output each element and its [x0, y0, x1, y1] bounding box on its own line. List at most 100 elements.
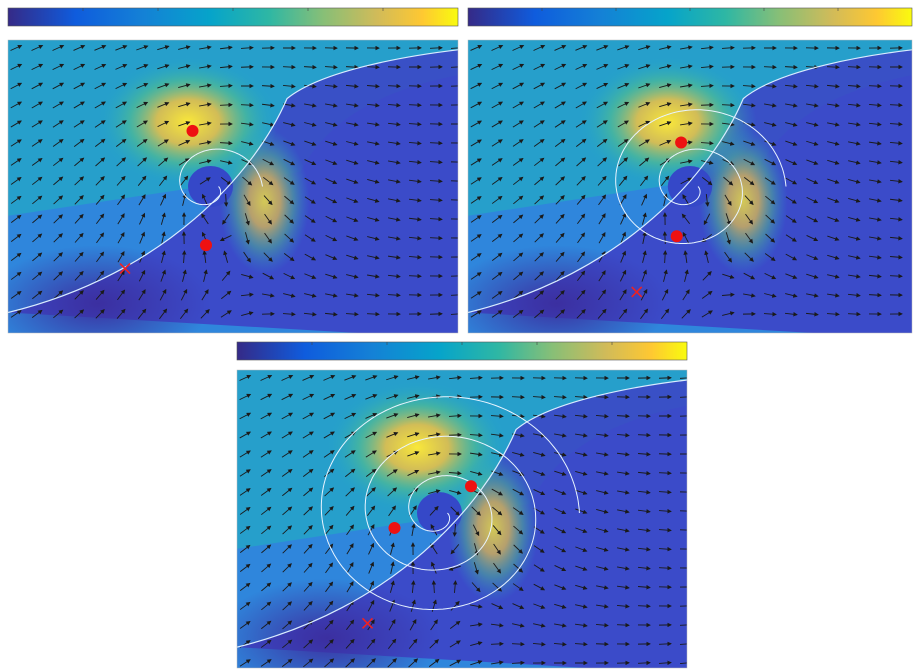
- arrow: [534, 176, 545, 186]
- arrow: [261, 544, 272, 554]
- arrow: [785, 177, 798, 185]
- arrow: [617, 509, 630, 514]
- arrow: [743, 140, 756, 146]
- arrow: [637, 471, 651, 476]
- arrow: [116, 308, 126, 319]
- arrow: [430, 523, 438, 536]
- arrow: [637, 660, 651, 666]
- arrow: [219, 235, 232, 242]
- arrow: [575, 604, 588, 609]
- arrow: [490, 413, 504, 419]
- arrow: [554, 526, 567, 534]
- arrow: [367, 255, 380, 260]
- arrow: [182, 269, 187, 282]
- arrow: [157, 45, 170, 51]
- arrow: [52, 63, 65, 71]
- arrow: [219, 102, 233, 108]
- arrow: [596, 527, 609, 533]
- arrow: [282, 487, 293, 497]
- arrow: [74, 213, 84, 224]
- arrow: [827, 235, 840, 241]
- arrow: [826, 311, 840, 317]
- arrow: [806, 293, 819, 298]
- arrow: [53, 309, 64, 319]
- arrow: [366, 293, 380, 298]
- arrow: [448, 470, 462, 476]
- arrow: [534, 157, 545, 167]
- red-dot: [186, 124, 199, 137]
- arrow: [367, 197, 380, 203]
- arrow: [701, 310, 713, 318]
- arrow: [262, 122, 275, 127]
- arrow: [681, 309, 691, 319]
- arrow: [533, 489, 546, 496]
- arrow: [303, 84, 317, 89]
- arrow: [743, 272, 756, 280]
- arrow: [367, 236, 380, 241]
- arrow: [827, 122, 840, 127]
- red-dot: [670, 230, 683, 243]
- arrow: [243, 251, 251, 263]
- arrow: [260, 374, 273, 381]
- arrow: [428, 470, 441, 475]
- arrow: [491, 44, 504, 51]
- arrow: [470, 196, 482, 204]
- arrow: [117, 213, 125, 225]
- arrow: [617, 64, 630, 70]
- arrow: [784, 84, 798, 89]
- arrow: [304, 122, 317, 127]
- arrow: [470, 470, 483, 476]
- hot-spot: [219, 127, 310, 275]
- arrow: [533, 63, 546, 71]
- arrow: [136, 45, 149, 51]
- arrow: [281, 450, 293, 458]
- arrow: [701, 290, 713, 299]
- arrow: [239, 525, 251, 534]
- arrow: [117, 232, 125, 244]
- arrow: [448, 565, 461, 571]
- arrow: [491, 290, 503, 299]
- arrow: [53, 233, 63, 243]
- arrow: [679, 643, 687, 645]
- arrow: [869, 236, 882, 241]
- arrow: [827, 274, 840, 279]
- arrow: [532, 641, 546, 647]
- arrow: [281, 412, 294, 420]
- arrow: [721, 102, 735, 108]
- field-image: [468, 40, 912, 333]
- arrow: [784, 312, 798, 317]
- arrow: [429, 197, 443, 203]
- arrow: [388, 217, 401, 222]
- arrow: [596, 138, 608, 147]
- arrow: [409, 505, 417, 517]
- arrow: [491, 120, 503, 128]
- arrow: [239, 582, 251, 591]
- arrow: [159, 308, 168, 320]
- arrow: [302, 393, 315, 401]
- arrow: [157, 83, 170, 89]
- arrow: [889, 236, 903, 241]
- arrow: [637, 451, 651, 457]
- arrow: [491, 271, 503, 280]
- arrow: [764, 253, 776, 262]
- arrow: [262, 293, 275, 298]
- arrow: [595, 413, 609, 419]
- arrow: [554, 565, 567, 572]
- arrow: [281, 658, 293, 667]
- arrow: [94, 82, 107, 90]
- arrow: [239, 469, 251, 477]
- arrow: [681, 213, 691, 225]
- arrow: [448, 413, 462, 419]
- arrow: [324, 619, 334, 630]
- arrow: [702, 271, 712, 281]
- streamline: [615, 109, 787, 244]
- x-marker: [631, 286, 643, 298]
- arrow: [658, 546, 672, 552]
- arrow: [94, 44, 107, 51]
- arrow: [617, 471, 630, 476]
- arrow: [513, 525, 524, 535]
- red-dot: [465, 480, 477, 493]
- arrow: [410, 599, 416, 612]
- arrow: [659, 139, 672, 146]
- arrow: [388, 160, 401, 165]
